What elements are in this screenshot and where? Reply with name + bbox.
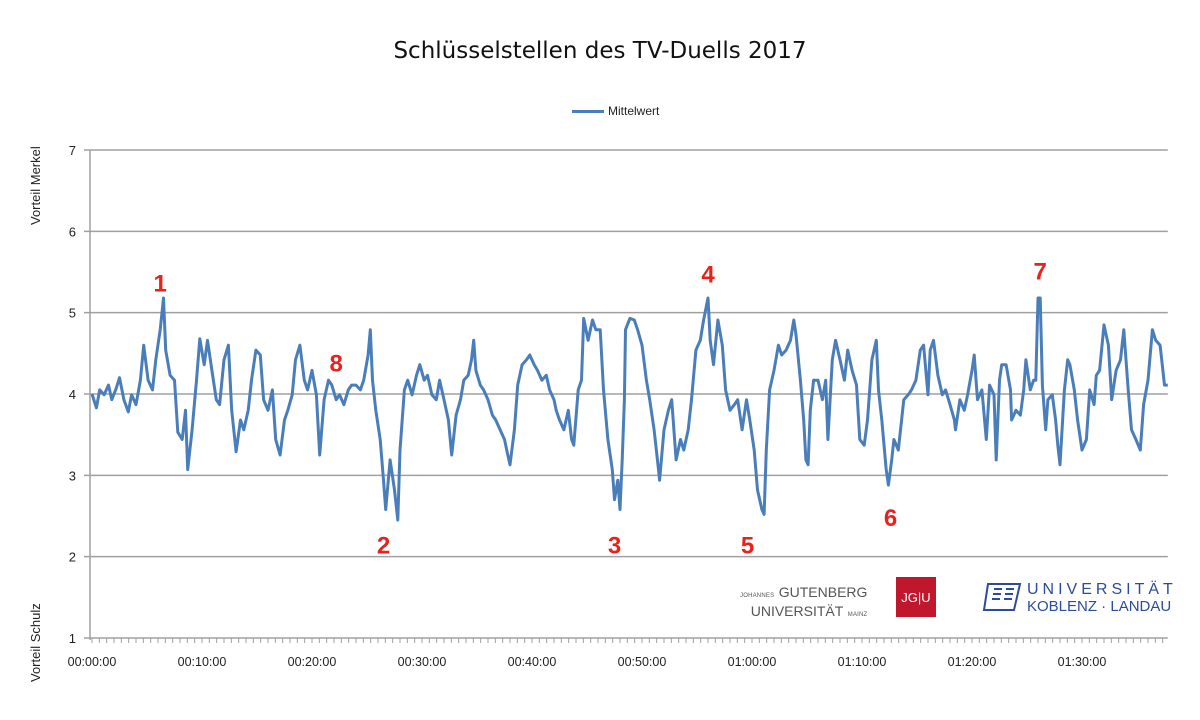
y-tick-label: 5	[69, 306, 76, 321]
x-tick-label: 00:40:00	[508, 655, 557, 669]
kl-line1: UNIVERSITÄT	[1027, 581, 1177, 598]
y-tick-label: 7	[69, 143, 76, 158]
x-tick-label: 01:00:00	[728, 655, 777, 669]
x-tick-label: 00:20:00	[288, 655, 337, 669]
annotation-8: 8	[330, 350, 343, 377]
x-tick-label: 00:00:00	[68, 655, 117, 669]
jgu-logo-mark: JG|U	[896, 577, 936, 617]
jgu-small: JOHANNES	[740, 593, 775, 599]
x-tick-label: 00:50:00	[618, 655, 667, 669]
annotation-7: 7	[1034, 258, 1047, 285]
x-tick-label: 00:30:00	[398, 655, 447, 669]
annotation-2: 2	[377, 532, 390, 559]
jgu-line2: UNIVERSITÄT	[750, 603, 844, 619]
legend-label: Mittelwert	[608, 104, 660, 118]
y-tick-label: 6	[69, 224, 76, 239]
annotation-1: 1	[154, 271, 167, 298]
x-tick-label: 01:10:00	[838, 655, 887, 669]
chart-title: Schlüsselstellen des TV-Duells 2017	[393, 38, 807, 64]
jgu-logo-text: JOHANNES GUTENBERG UNIVERSITÄT MAINZ	[740, 585, 867, 623]
annotation-5: 5	[741, 532, 754, 559]
jgu-mainz: MAINZ	[847, 612, 868, 618]
annotation-6: 6	[884, 505, 897, 532]
x-tick-label: 01:20:00	[948, 655, 997, 669]
annotation-4: 4	[701, 262, 715, 289]
series-line-mittelwert	[90, 296, 1168, 522]
legend: Mittelwert	[572, 104, 659, 118]
jgu-line1: GUTENBERG	[778, 584, 868, 600]
koblenz-landau-logo-icon	[982, 583, 1022, 611]
annotation-3: 3	[608, 532, 621, 559]
y-tick-label: 4	[69, 387, 76, 402]
kl-line2: KOBLENZ · LANDAU	[1027, 598, 1172, 615]
koblenz-landau-logo-text: UNIVERSITÄT KOBLENZ · LANDAU	[1027, 581, 1177, 615]
legend-swatch	[572, 109, 604, 113]
y-tick-label: 1	[69, 631, 76, 646]
y-tick-label: 3	[69, 468, 76, 483]
x-tick-label: 00:10:00	[178, 655, 227, 669]
x-tick-label: 01:30:00	[1058, 655, 1107, 669]
y-tick-label: 2	[69, 550, 76, 565]
